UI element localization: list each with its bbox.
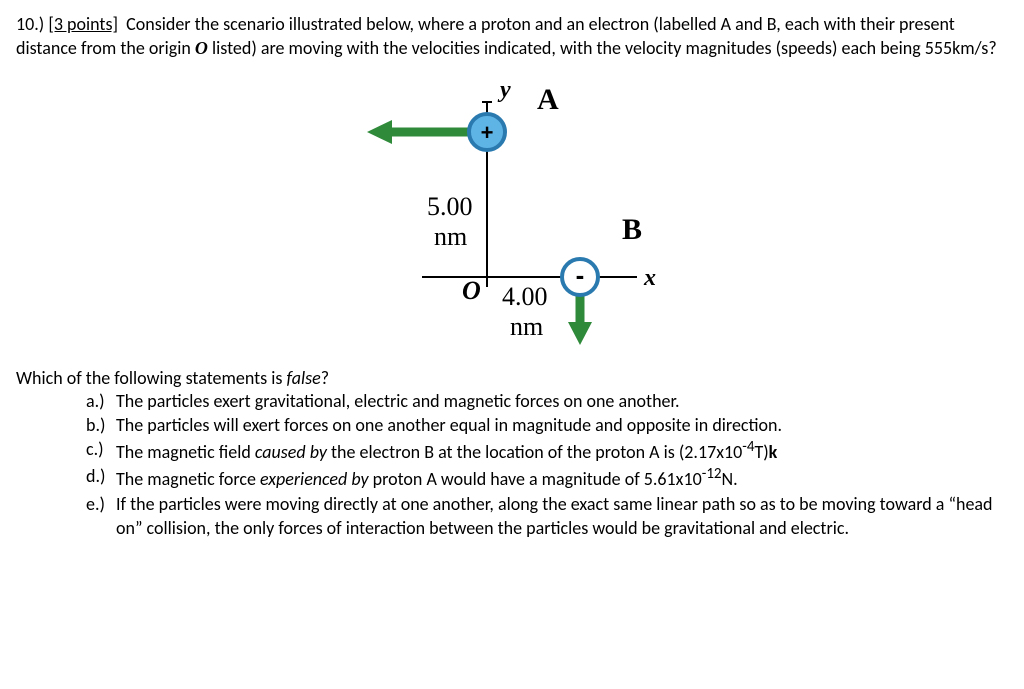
option-d: d.) The magnetic force experienced by pr… [86,464,1008,491]
question-stem: 10.) [3 points] Consider the scenario il… [16,12,1008,61]
x-axis-label: x [643,265,656,291]
y-axis-label: y [497,77,511,103]
label-b: B [622,213,642,246]
option-d-post: N. [722,468,738,490]
option-a-text: The particles exert gravitational, elect… [116,389,679,413]
prompt: Which of the following statements is fal… [16,367,1008,389]
origin-symbol: O [195,38,208,58]
diagram-svg: + - y A B x O 5.00 nm 4.00 nm [332,67,692,357]
option-d-text: The magnetic force experienced by proton… [116,464,738,491]
option-c-pre: The magnetic field [116,441,255,463]
option-c-k: k [769,441,778,463]
option-c-mid: the electron B at the location of the pr… [327,441,742,463]
prompt-post: ? [321,367,329,389]
option-c: c.) The magnetic field caused by the ele… [86,437,1008,464]
option-c-emph: caused by [255,441,327,463]
proton-plus: + [481,120,494,145]
option-c-label: c.) [86,437,116,464]
option-e-text: If the particles were moving directly at… [116,492,1008,541]
option-c-exp: -4 [742,438,754,456]
points-label: [3 points] [48,13,118,35]
option-b-text: The particles will exert forces on one a… [116,413,782,437]
option-b: b.) The particles will exert forces on o… [86,413,1008,437]
option-c-post: T) [754,441,768,463]
diagram: + - y A B x O 5.00 nm 4.00 nm [16,67,1008,357]
proton-arrow-head [367,120,392,144]
option-b-label: b.) [86,413,116,437]
option-e: e.) If the particles were moving directl… [86,492,1008,541]
option-d-exp: -12 [702,465,722,483]
option-e-label: e.) [86,492,116,541]
origin-label: O [462,276,481,305]
dist-a-value: 5.00 [427,192,473,221]
option-d-mid: proton A would have a magnitude of 5.61x… [369,468,702,490]
label-a: A [537,83,559,116]
option-d-emph: experienced by [260,468,369,490]
dist-b-unit: nm [510,312,543,341]
option-a: a.) The particles exert gravitational, e… [86,389,1008,413]
electron-minus: - [576,260,585,290]
dist-b-value: 4.00 [502,282,548,311]
option-d-pre: The magnetic force [116,468,260,490]
prompt-emph: false [287,367,321,389]
electron-arrow-head [568,322,592,345]
option-c-text: The magnetic field caused by the electro… [116,437,777,464]
prompt-pre: Which of the following statements is [16,367,287,389]
question-number: 10.) [16,13,44,35]
option-a-label: a.) [86,389,116,413]
options-list: a.) The particles exert gravitational, e… [86,389,1008,541]
stem-part2: listed) are moving with the velocities i… [208,37,997,59]
dist-a-unit: nm [434,222,467,251]
option-d-label: d.) [86,464,116,491]
